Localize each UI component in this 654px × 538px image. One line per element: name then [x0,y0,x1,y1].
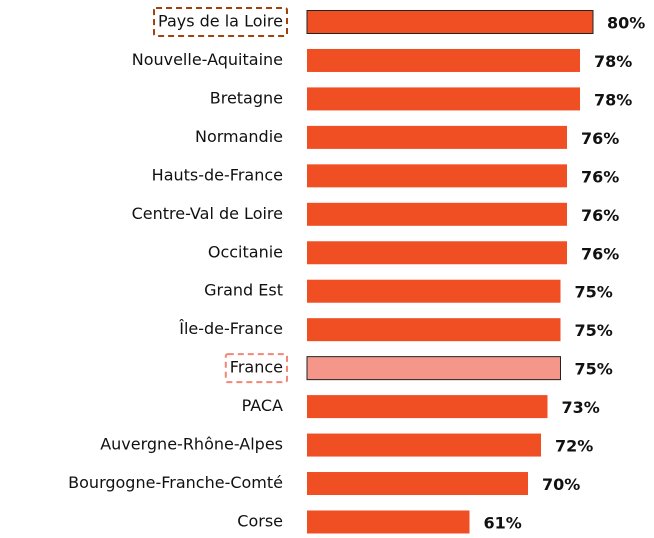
bar [307,125,567,149]
value-label: 72% [555,437,593,456]
label-frame [224,353,288,384]
bar [307,87,580,111]
category-label: Hauts-de-France [152,165,283,184]
bar [307,318,561,342]
category-label: Grand Est [204,281,283,300]
value-label: 76% [581,129,619,148]
bar [307,433,541,457]
category-label: Bretagne [210,88,283,107]
bar [307,279,561,303]
bar [307,164,567,188]
bar [307,241,567,265]
category-label: Auvergne-Rhône-Alpes [100,435,283,454]
bar [306,10,594,34]
category-label: France [230,358,283,377]
value-label: 76% [581,206,619,225]
bar [306,356,561,381]
value-label: 61% [484,513,522,532]
value-label: 78% [594,90,632,109]
value-label: 75% [575,283,613,302]
bar [307,510,470,534]
category-label: Pays de la Loire [158,12,283,31]
bar [307,472,528,496]
value-label: 80% [607,14,645,33]
category-label: Centre-Val de Loire [132,204,283,223]
value-label: 75% [575,360,613,379]
value-label: 76% [581,167,619,186]
category-label: Normandie [195,127,283,146]
category-label: Corse [237,511,283,530]
category-label: Nouvelle-Aquitaine [132,50,283,69]
category-label: PACA [242,396,283,415]
category-label: Île-de-France [178,319,283,338]
label-frame [153,7,288,37]
value-label: 70% [542,475,580,494]
value-label: 73% [562,398,600,417]
bar [307,202,567,226]
category-label: Occitanie [208,242,283,261]
value-label: 76% [581,244,619,263]
bar [307,395,548,419]
value-label: 75% [575,321,613,340]
value-label: 78% [594,52,632,71]
bar [307,48,580,72]
category-label: Bourgogne-Franche-Comté [68,473,283,492]
